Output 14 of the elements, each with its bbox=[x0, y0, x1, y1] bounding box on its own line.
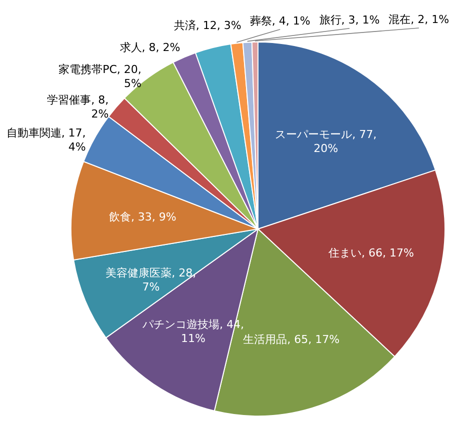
slice-label: 求人, 8, 2% bbox=[120, 41, 180, 54]
slice-label: 生活用品, 65, 17% bbox=[243, 333, 340, 346]
slice-label: 葬祭, 4, 1% bbox=[250, 14, 310, 28]
slice-label: スーパーモール, 77, 20% bbox=[275, 128, 377, 155]
slice-label: 家電携帯PC, 20, 5% bbox=[58, 63, 142, 90]
slice-label: 自動車関連, 17, 4% bbox=[6, 126, 86, 154]
slice-label: 美容健康医薬, 28, 7% bbox=[106, 266, 196, 294]
slice-label: 住まい, 66, 17% bbox=[328, 246, 414, 260]
slice-label: 混在, 2, 1% bbox=[388, 13, 450, 26]
slice-label: 学習催事, 8, 2% bbox=[47, 94, 109, 121]
slice-label: 共済, 12, 3% bbox=[174, 19, 242, 32]
slice-label: 飲食, 33, 9% bbox=[108, 210, 176, 224]
slice-label: パチンコ遊技場, 44, 11% bbox=[141, 318, 244, 346]
slice-label: 旅行, 3, 1% bbox=[319, 13, 380, 26]
